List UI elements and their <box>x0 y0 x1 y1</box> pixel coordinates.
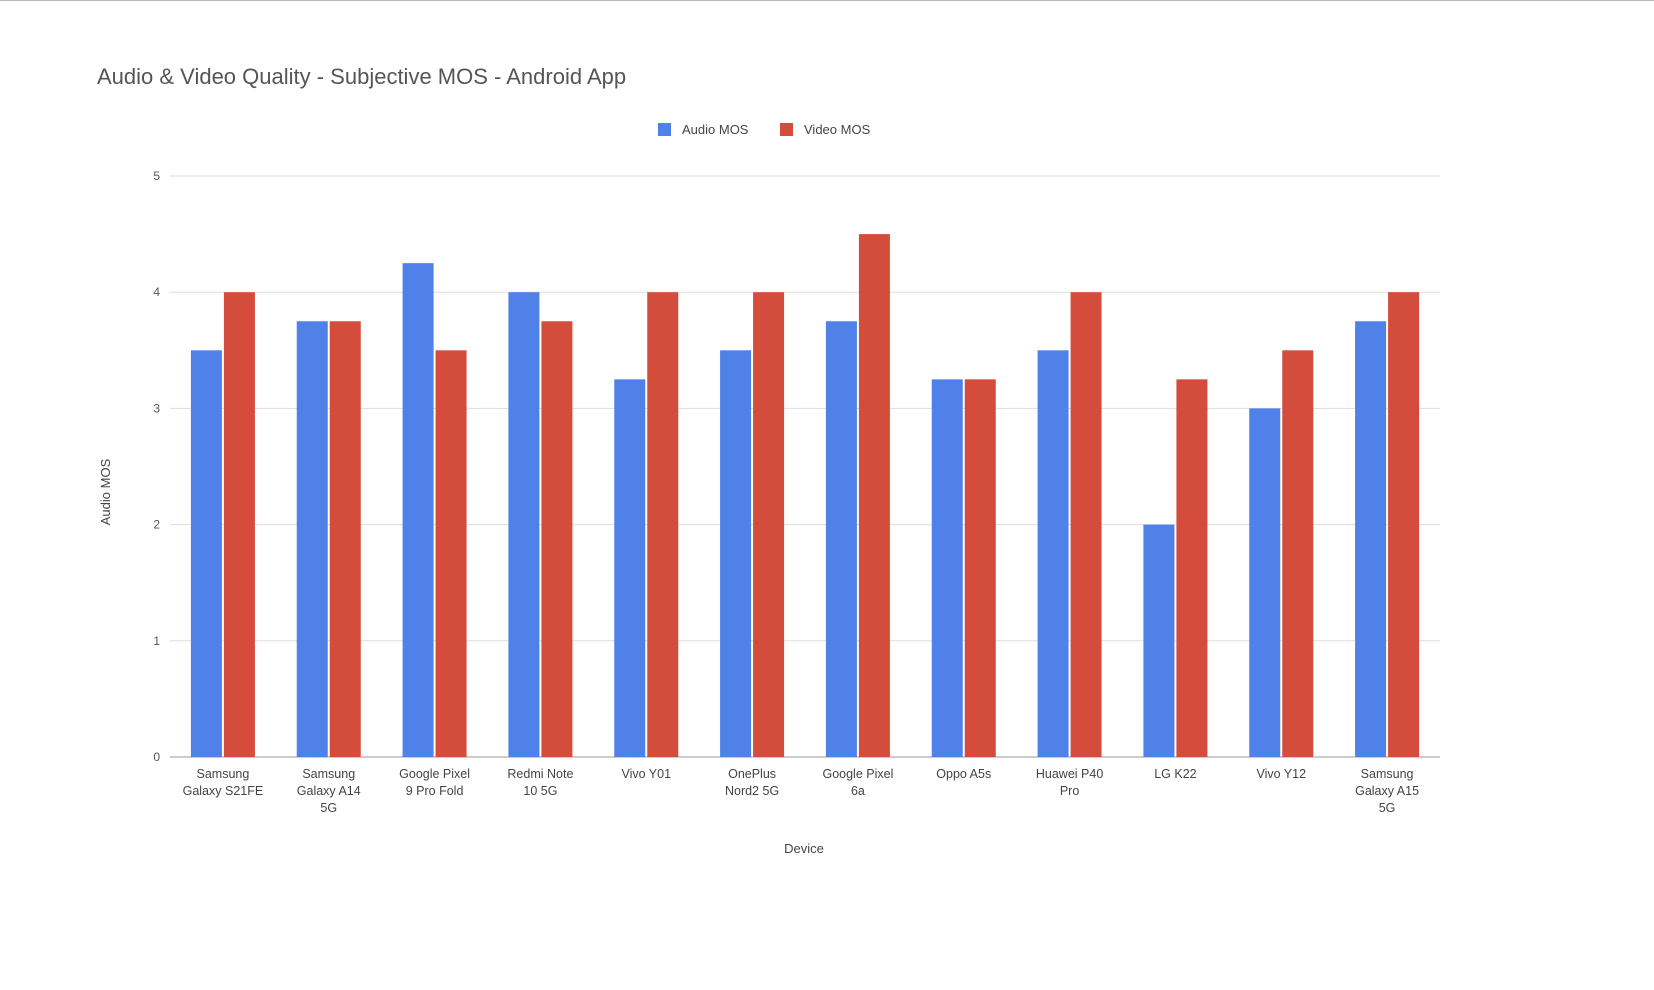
x-tick-label-line: 5G <box>320 801 337 815</box>
x-tick-label: OnePlus Nord2 5G <box>725 767 779 798</box>
x-tick-label-line: Samsung <box>1361 767 1414 781</box>
x-tick-labels: Samsung Galaxy S21FE Samsung Galaxy A14 5G Go… <box>183 767 1419 815</box>
bar-video-mos <box>541 321 573 757</box>
bar-audio-mos <box>402 263 434 757</box>
x-tick-label-line: 6a <box>851 784 865 798</box>
y-tick-label: 5 <box>153 169 160 183</box>
x-tick-label-line: Vivo Y12 <box>1256 767 1306 781</box>
y-tick-label: 2 <box>153 518 160 532</box>
bar-audio-mos <box>1143 524 1175 757</box>
x-tick-label-line: Galaxy A15 <box>1355 784 1419 798</box>
bar-audio-mos <box>1355 321 1387 757</box>
chart-title: Audio & Video Quality - Subjective MOS -… <box>97 64 626 89</box>
x-tick-label-line: Redmi Note <box>507 767 573 781</box>
x-tick-label-line: 5G <box>1379 801 1396 815</box>
bar-audio-mos <box>1249 408 1281 757</box>
x-tick-label: Samsung Galaxy S21FE <box>183 767 264 798</box>
x-tick-label-line: Google Pixel <box>822 767 893 781</box>
x-tick-label-line: Vivo Y01 <box>621 767 671 781</box>
x-tick-label: Google Pixel 6a <box>822 767 893 798</box>
y-axis-title: Audio MOS <box>98 458 113 525</box>
bar-audio-mos <box>1037 350 1069 757</box>
x-tick-label: Samsung Galaxy A14 5G <box>297 767 361 815</box>
y-tick-label: 3 <box>153 401 160 415</box>
x-tick-label: Vivo Y01 <box>621 767 671 781</box>
bar-audio-mos <box>508 292 540 757</box>
bars <box>190 234 1420 758</box>
bar-video-mos <box>858 234 890 758</box>
bar-video-mos <box>647 292 679 757</box>
x-tick-label-line: LG K22 <box>1154 767 1196 781</box>
x-tick-label-line: 10 5G <box>523 784 557 798</box>
x-tick-label-line: Oppo A5s <box>936 767 991 781</box>
top-border <box>0 0 1654 1</box>
x-tick-label: Google Pixel 9 Pro Fold <box>399 767 470 798</box>
legend-swatch <box>780 123 793 136</box>
x-tick-label: Redmi Note 10 5G <box>507 767 573 798</box>
x-tick-label-line: Nord2 5G <box>725 784 779 798</box>
x-tick-label-line: Samsung <box>302 767 355 781</box>
bar-video-mos <box>1388 292 1420 757</box>
x-tick-label-line: OnePlus <box>728 767 776 781</box>
bar-audio-mos <box>296 321 328 757</box>
x-tick-label-line: Galaxy A14 <box>297 784 361 798</box>
bar-video-mos <box>1176 379 1208 757</box>
legend-swatch <box>658 123 671 136</box>
bar-audio-mos <box>720 350 752 757</box>
bar-video-mos <box>435 350 467 757</box>
bar-audio-mos <box>614 379 646 757</box>
x-tick-label-line: Huawei P40 <box>1036 767 1103 781</box>
bar-video-mos <box>753 292 785 757</box>
bar-audio-mos <box>190 350 222 757</box>
legend-label: Video MOS <box>804 122 871 137</box>
gridlines: 0 1 2 3 4 5 <box>153 169 1440 764</box>
bar-video-mos <box>964 379 996 757</box>
legend-label: Audio MOS <box>682 122 749 137</box>
x-tick-label: Vivo Y12 <box>1256 767 1306 781</box>
x-tick-label: Huawei P40 Pro <box>1036 767 1103 798</box>
bar-audio-mos <box>825 321 857 757</box>
x-tick-label-line: Galaxy S21FE <box>183 784 264 798</box>
bar-video-mos <box>223 292 255 757</box>
x-tick-label-line: Google Pixel <box>399 767 470 781</box>
bar-video-mos <box>1070 292 1102 757</box>
bar-video-mos <box>329 321 361 757</box>
bar-audio-mos <box>931 379 963 757</box>
x-tick-label: Samsung Galaxy A15 5G <box>1355 767 1419 815</box>
x-tick-label-line: Pro <box>1060 784 1080 798</box>
x-tick-label: LG K22 <box>1154 767 1196 781</box>
y-tick-label: 4 <box>153 285 160 299</box>
x-tick-label-line: Samsung <box>197 767 250 781</box>
x-tick-label: Oppo A5s <box>936 767 991 781</box>
x-tick-label-line: 9 Pro Fold <box>406 784 464 798</box>
y-tick-label: 0 <box>153 750 160 764</box>
bar-video-mos <box>1282 350 1314 757</box>
x-axis-title: Device <box>784 841 824 856</box>
legend: Audio MOS Video MOS <box>658 122 871 137</box>
y-tick-label: 1 <box>153 634 160 648</box>
